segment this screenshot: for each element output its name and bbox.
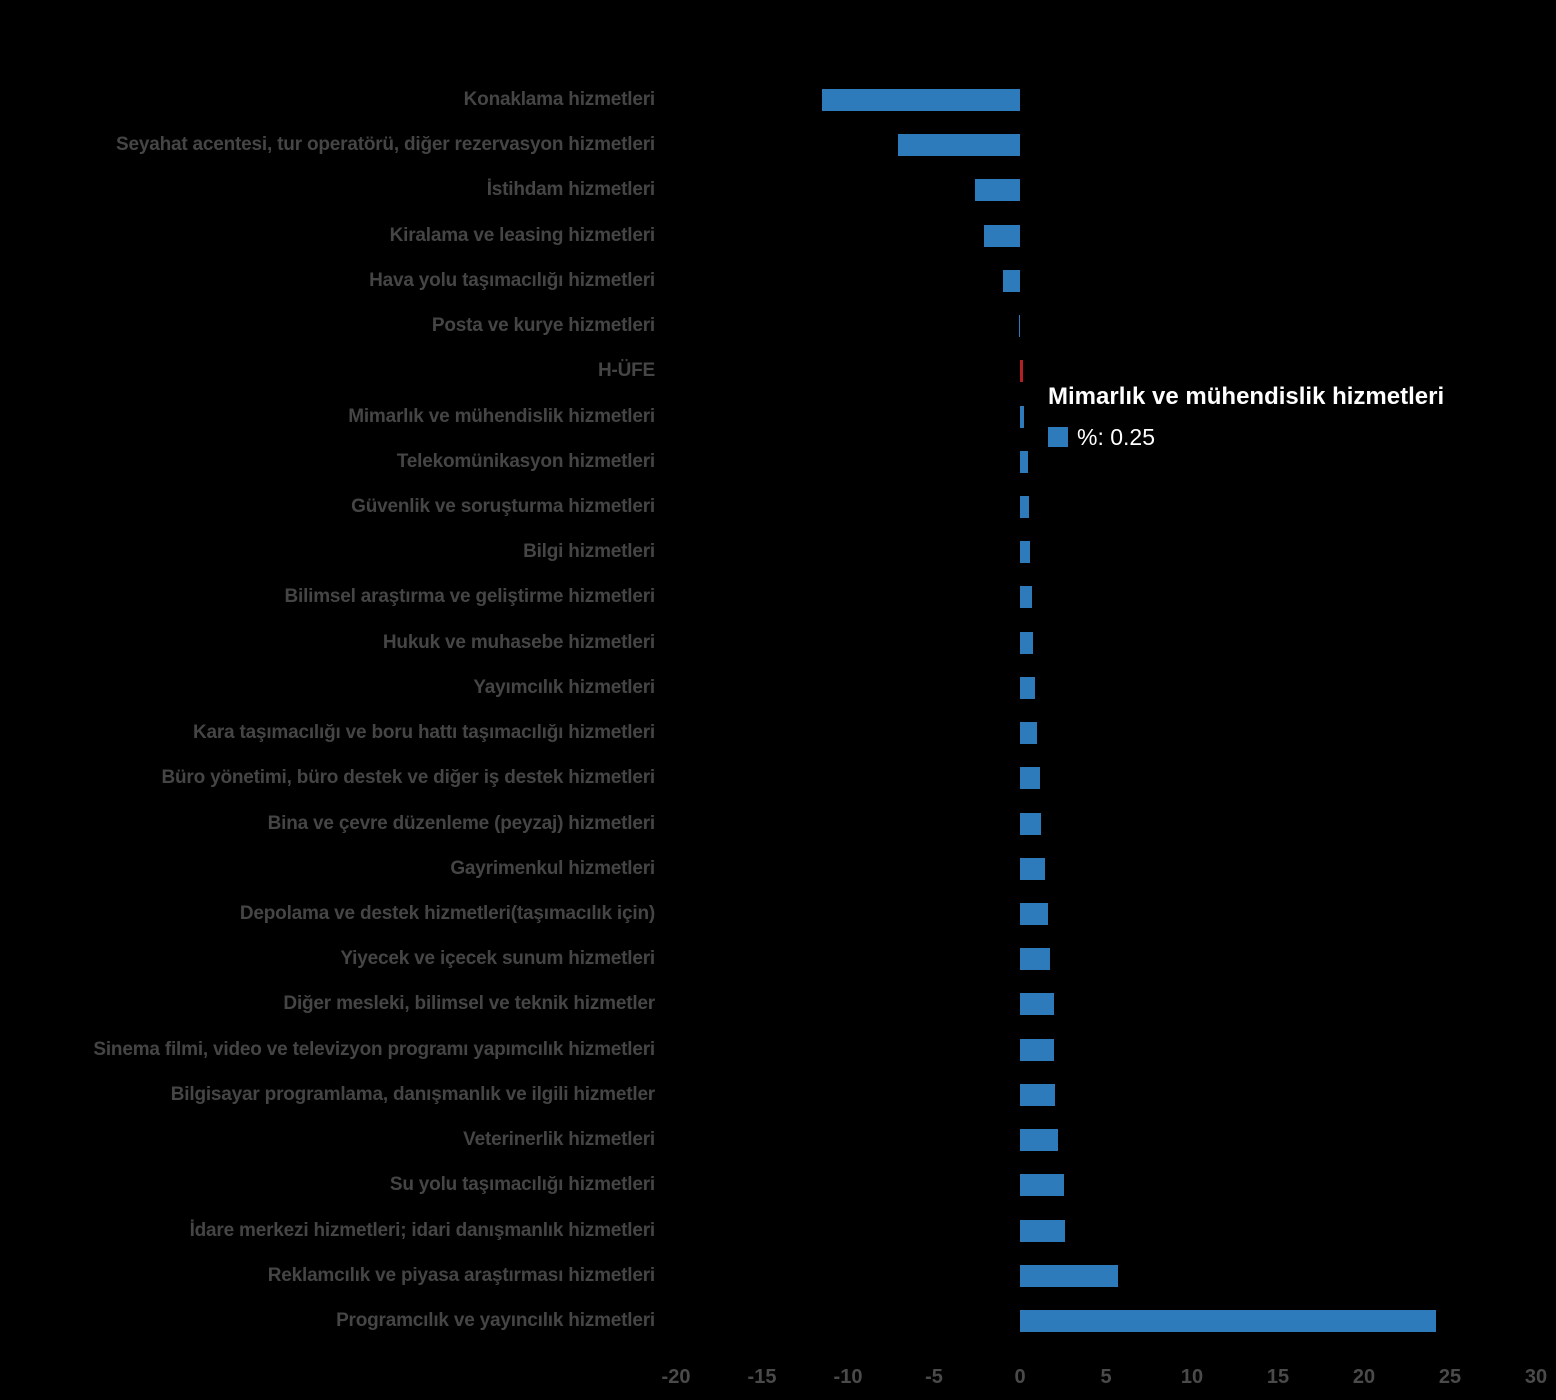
bar[interactable] bbox=[1020, 1129, 1058, 1152]
bar[interactable] bbox=[1020, 495, 1029, 518]
bar[interactable] bbox=[1002, 269, 1020, 292]
category-label: Bilgisayar programlama, danışmanlık ve i… bbox=[170, 1083, 655, 1105]
tooltip-value: %: 0.25 bbox=[1077, 424, 1155, 450]
category-label: Programcılık ve yayıncılık hizmetleri bbox=[336, 1309, 655, 1331]
x-axis-tick: 30 bbox=[1524, 1366, 1548, 1388]
bar[interactable] bbox=[1020, 722, 1038, 745]
category-label: Mimarlık ve mühendislik hizmetleri bbox=[348, 405, 655, 427]
category-label: Su yolu taşımacılığı hizmetleri bbox=[389, 1174, 655, 1196]
bar-highlighted[interactable] bbox=[1020, 360, 1024, 383]
category-label: H-ÜFE bbox=[597, 360, 655, 382]
category-label: Veterinerlik hizmetleri bbox=[463, 1129, 655, 1151]
tooltip-series-swatch-icon bbox=[1048, 427, 1068, 447]
bar[interactable] bbox=[1020, 857, 1045, 880]
bar[interactable] bbox=[1020, 1174, 1064, 1197]
bar[interactable] bbox=[1020, 767, 1040, 790]
bar[interactable] bbox=[1020, 405, 1025, 428]
category-label: Posta ve kurye hizmetleri bbox=[431, 315, 655, 337]
category-label: Kara taşımacılığı ve boru hattı taşımacı… bbox=[192, 722, 655, 744]
x-axis-tick: -5 bbox=[925, 1366, 943, 1388]
bar[interactable] bbox=[1020, 1219, 1065, 1242]
bar[interactable] bbox=[1020, 948, 1051, 971]
x-axis-tick: 5 bbox=[1100, 1366, 1112, 1388]
category-label: İdare merkezi hizmetleri; idari danışman… bbox=[189, 1219, 656, 1241]
x-axis-tick: 15 bbox=[1266, 1366, 1290, 1388]
bar[interactable] bbox=[1020, 450, 1028, 473]
category-label: Kiralama ve leasing hizmetleri bbox=[389, 224, 656, 246]
bar[interactable] bbox=[1020, 541, 1031, 564]
category-label: Yiyecek ve içecek sunum hizmetleri bbox=[340, 948, 655, 970]
tooltip-title: Mimarlık ve mühendislik hizmetleri bbox=[1048, 383, 1445, 410]
category-label: Gayrimenkul hizmetleri bbox=[450, 857, 655, 879]
category-label: Diğer mesleki, bilimsel ve teknik hizmet… bbox=[283, 993, 655, 1015]
bar[interactable] bbox=[1020, 902, 1048, 925]
x-axis-tick: -10 bbox=[833, 1366, 863, 1388]
category-label: Bina ve çevre düzenleme (peyzaj) hizmetl… bbox=[267, 812, 656, 834]
bar[interactable] bbox=[1018, 315, 1020, 338]
category-label: Güvenlik ve soruşturma hizmetleri bbox=[351, 495, 655, 517]
bar[interactable] bbox=[1020, 993, 1054, 1016]
bar[interactable] bbox=[1020, 586, 1033, 609]
x-axis-tick: 25 bbox=[1438, 1366, 1462, 1388]
x-axis-tick: 10 bbox=[1180, 1366, 1204, 1388]
category-label: Hukuk ve muhasebe hizmetleri bbox=[382, 631, 655, 653]
bar[interactable] bbox=[1020, 1309, 1437, 1332]
category-label: Depolama ve destek hizmetleri(taşımacılı… bbox=[239, 902, 655, 924]
bar[interactable] bbox=[1020, 631, 1033, 654]
bar[interactable] bbox=[1020, 812, 1041, 835]
bar[interactable] bbox=[1020, 1038, 1055, 1061]
bar[interactable] bbox=[897, 134, 1020, 157]
bar[interactable] bbox=[975, 179, 1020, 202]
category-label: Yayımcılık hizmetleri bbox=[473, 676, 655, 698]
category-label: Hava yolu taşımacılığı hizmetleri bbox=[369, 269, 655, 291]
x-axis-tick: 20 bbox=[1352, 1366, 1376, 1388]
x-axis-tick: -20 bbox=[661, 1366, 691, 1388]
category-label: Büro yönetimi, büro destek ve diğer iş d… bbox=[161, 767, 656, 789]
category-label: Seyahat acentesi, tur operatörü, diğer r… bbox=[116, 134, 655, 156]
category-label: Bilgi hizmetleri bbox=[523, 541, 655, 563]
category-label: Reklamcılık ve piyasa araştırması hizmet… bbox=[267, 1264, 655, 1286]
bar[interactable] bbox=[1020, 676, 1036, 699]
category-label: Konaklama hizmetleri bbox=[463, 89, 656, 110]
bar[interactable] bbox=[983, 224, 1020, 247]
category-label: Telekomünikasyon hizmetleri bbox=[396, 450, 655, 472]
x-axis-tick: -15 bbox=[747, 1366, 777, 1388]
x-axis-tick: 0 bbox=[1014, 1366, 1026, 1388]
category-label: Bilimsel araştırma ve geliştirme hizmetl… bbox=[284, 586, 655, 608]
bar[interactable] bbox=[1020, 1264, 1119, 1287]
category-label: İstihdam hizmetleri bbox=[486, 179, 655, 201]
category-label: Sinema filmi, video ve televizyon progra… bbox=[93, 1038, 655, 1060]
bar[interactable] bbox=[822, 89, 1020, 111]
tooltip: Mimarlık ve mühendislik hizmetleri %: 0.… bbox=[1048, 383, 1444, 449]
bar[interactable] bbox=[1020, 1083, 1056, 1106]
